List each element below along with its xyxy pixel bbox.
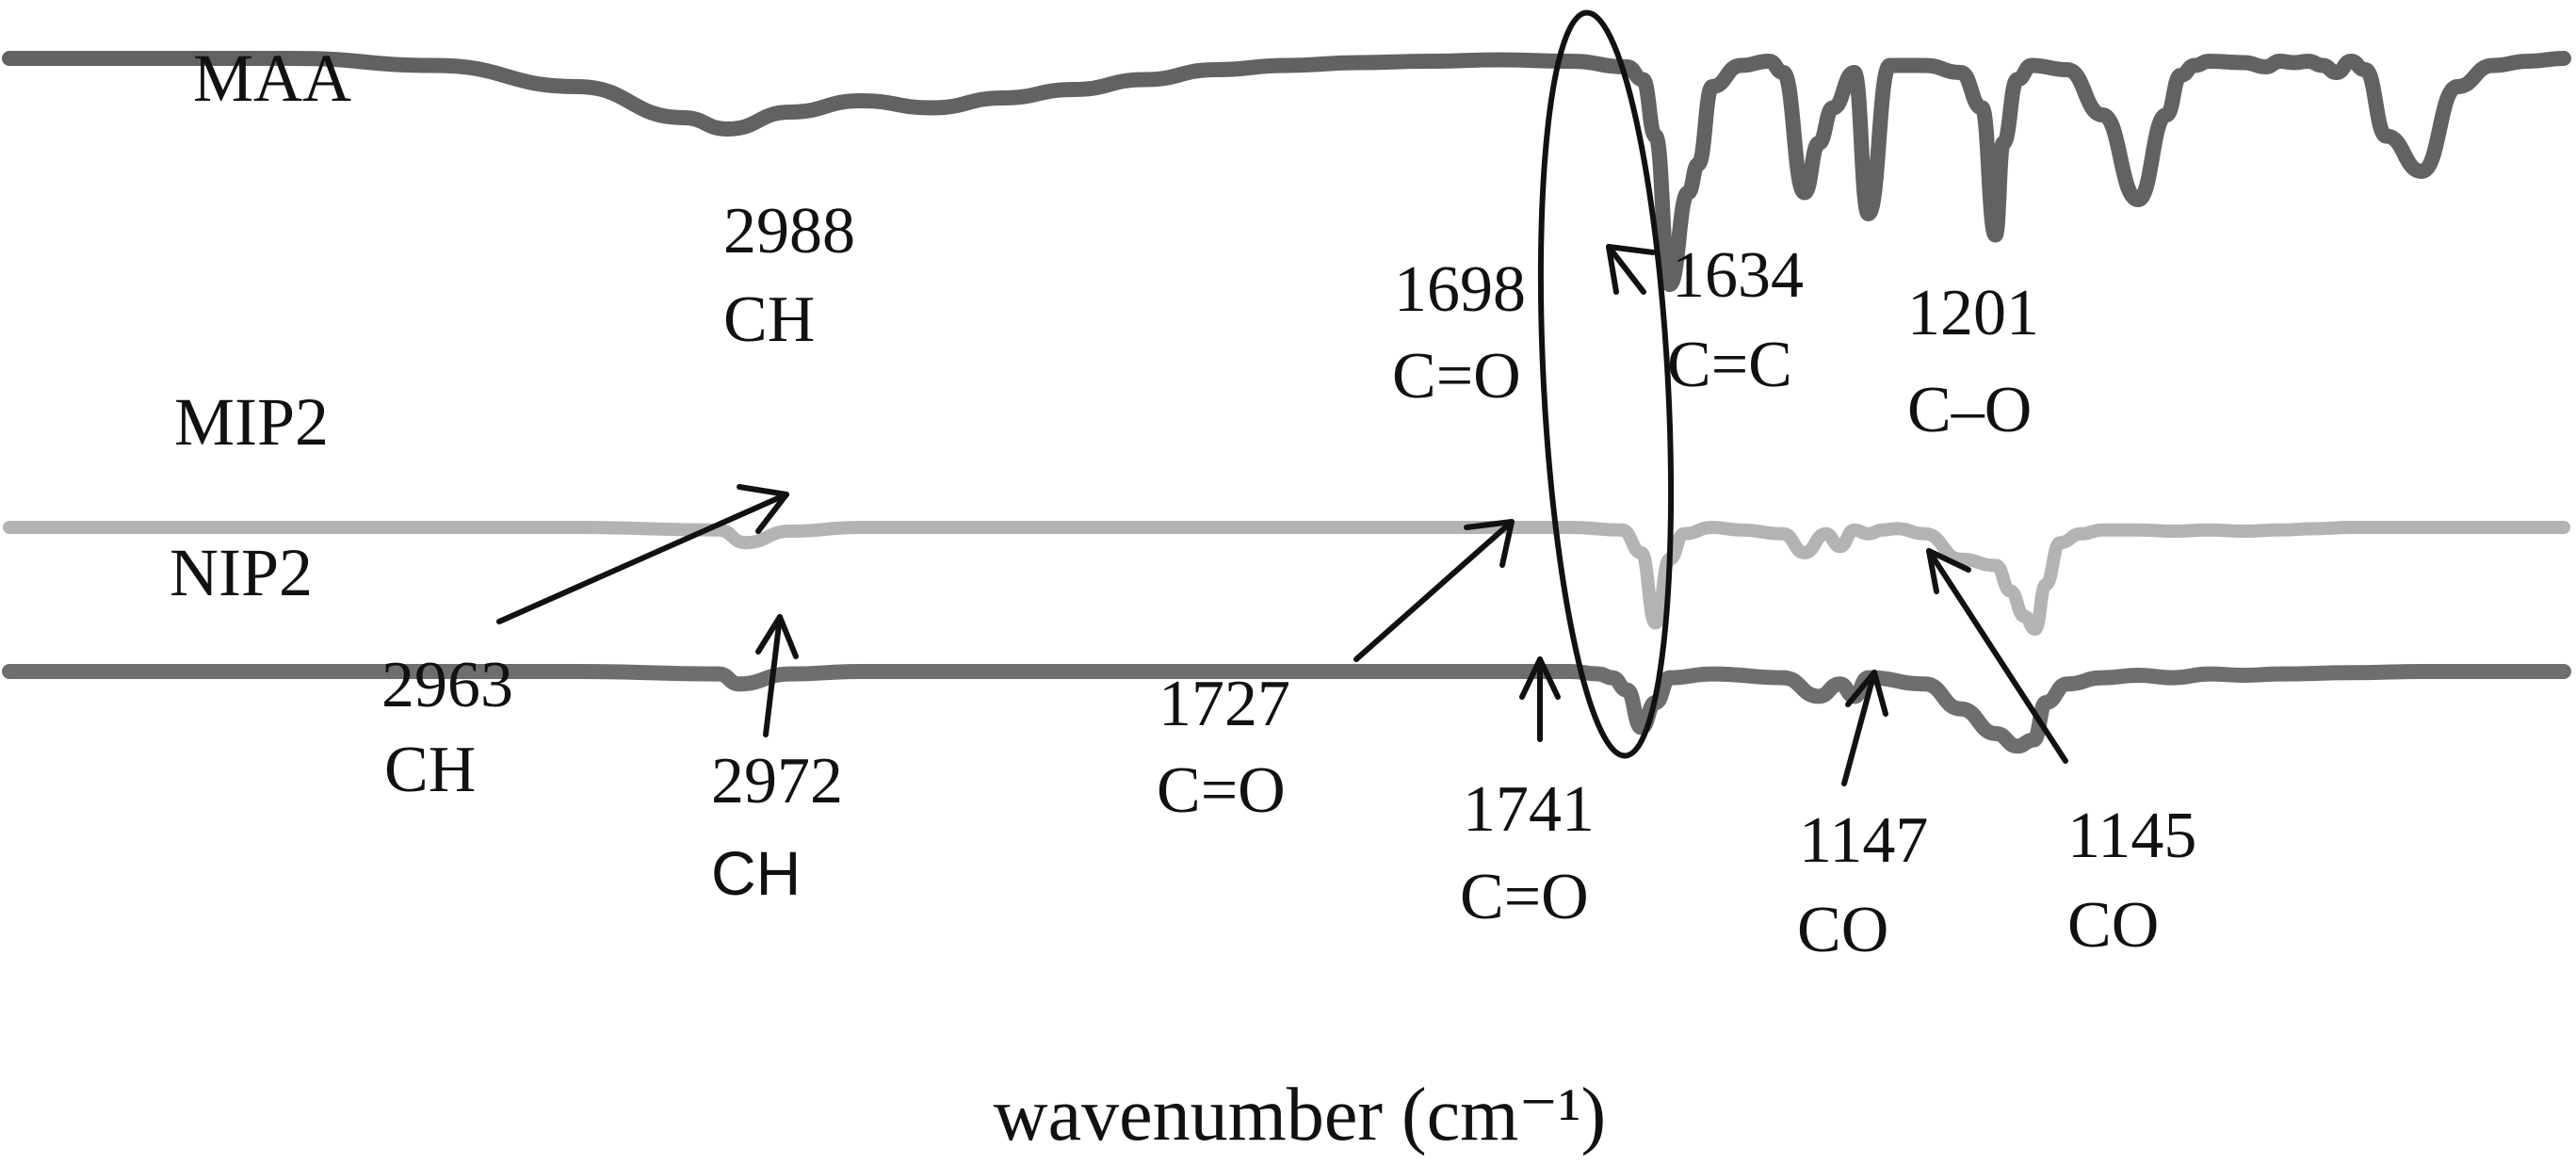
peak-label-1698-value: 1698	[1394, 253, 1526, 326]
peak-label-1201-value: 1201	[1907, 277, 2039, 349]
series-line-maa	[2, 50, 2571, 292]
carbonyl-region-ellipse	[1537, 9, 1675, 759]
arrow-1741	[1519, 656, 1561, 742]
x-axis-title: wavenumber (cm⁻¹)	[994, 1074, 1606, 1157]
arrow-1727	[1353, 519, 1515, 662]
series-line-mip2	[3, 520, 2570, 636]
arrow-1147	[1841, 670, 1888, 786]
arrow-2963	[496, 484, 789, 624]
peak-label-1741-value: 1741	[1463, 773, 1595, 846]
peak-label-1201-group: C–O	[1907, 374, 2032, 446]
series-line-nip2	[2, 663, 2571, 754]
peak-label-1147-group: CO	[1797, 894, 1888, 966]
peak-label-1698-group: C=O	[1392, 340, 1521, 413]
peak-label-2963-group: CH	[384, 734, 476, 806]
series-label-nip2: NIP2	[170, 535, 313, 610]
peak-label-1634-group: C=C	[1667, 329, 1792, 401]
peak-label-1727-value: 1727	[1158, 668, 1290, 740]
arrow-1634	[1606, 244, 1656, 295]
peak-annotations: 2988 CH 1698 C=O 1634 C=C 1201 C–O 2963 …	[381, 195, 2196, 966]
arrow-2972	[755, 614, 799, 737]
spectra-traces	[2, 50, 2571, 754]
annotation-arrows	[496, 244, 2068, 786]
series-label-mip2: MIP2	[174, 384, 329, 460]
peak-label-1634-value: 1634	[1672, 239, 1804, 312]
series-label-maa: MAA	[193, 40, 351, 116]
peak-label-2988-value: 2988	[723, 195, 855, 267]
peak-label-1145-value: 1145	[2067, 800, 2196, 872]
peak-label-1727-group: C=O	[1157, 754, 1286, 827]
peak-label-2972-value: 2972	[711, 745, 843, 817]
peak-label-1741-group: C=O	[1460, 861, 1589, 933]
peak-label-1145-group: CO	[2067, 889, 2159, 962]
peak-label-1147-value: 1147	[1799, 804, 1928, 877]
peak-label-2972-group: CH	[711, 838, 801, 908]
arrow-1145	[1926, 548, 2068, 764]
peak-label-2988-group: CH	[723, 283, 815, 356]
peak-label-2963-value: 2963	[381, 649, 513, 721]
